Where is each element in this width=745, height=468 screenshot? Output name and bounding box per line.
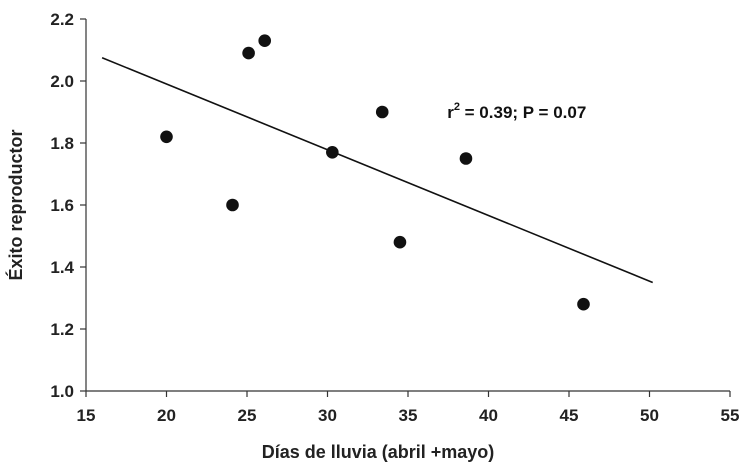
- x-tick-label: 55: [721, 406, 740, 425]
- x-axis-title: Días de lluvia (abril +mayo): [262, 442, 495, 462]
- x-tick-label: 30: [318, 406, 337, 425]
- y-tick-label: 1.4: [50, 258, 74, 277]
- data-point: [393, 235, 407, 249]
- annotation-r-label: r: [447, 103, 454, 122]
- regression-annotation: r2 = 0.39; P = 0.07: [447, 101, 586, 122]
- data-point: [160, 130, 173, 144]
- annotation-r-exponent: 2: [454, 101, 460, 113]
- axes: [85, 19, 730, 392]
- y-tick-label: 2.0: [50, 72, 74, 91]
- data-points: [160, 34, 590, 311]
- x-tick-label: 40: [479, 406, 498, 425]
- y-tick-label: 2.2: [50, 10, 74, 29]
- data-point: [459, 152, 473, 165]
- y-tick-label: 1.8: [50, 134, 74, 153]
- x-tick-label: 50: [640, 406, 659, 425]
- data-point: [577, 297, 590, 311]
- y-tick-label: 1.0: [50, 382, 74, 401]
- trendline-group: [101, 57, 654, 284]
- trendline: [101, 57, 654, 284]
- x-tick-label: 35: [399, 406, 418, 425]
- x-tick-label: 25: [238, 406, 257, 425]
- x-tick-label: 45: [560, 406, 579, 425]
- y-tick-label: 1.2: [50, 320, 74, 339]
- data-point: [226, 198, 239, 212]
- y-ticks: 1.0 1.2 1.4 1.6 1.8 2.0 2.2: [50, 10, 86, 401]
- data-point: [258, 34, 272, 47]
- data-point: [375, 105, 389, 119]
- x-tick-label: 15: [77, 406, 96, 425]
- y-axis-title: Éxito reproductor: [5, 129, 26, 280]
- y-tick-label: 1.6: [50, 196, 74, 215]
- data-point: [242, 46, 255, 60]
- annotation-statistics: = 0.39; P = 0.07: [460, 103, 586, 122]
- x-tick-label: 20: [157, 406, 176, 425]
- data-point: [326, 146, 339, 159]
- x-ticks: 15 20 25 30 35 40 45 50 55: [77, 391, 740, 425]
